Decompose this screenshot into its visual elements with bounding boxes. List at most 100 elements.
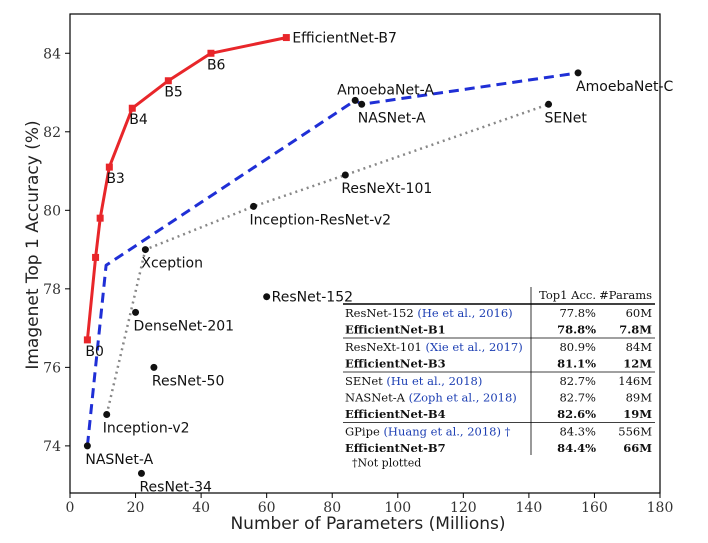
point-label: B4	[129, 112, 148, 128]
table-acc: 80.9%	[559, 340, 596, 354]
x-tick-label: 160	[581, 500, 608, 516]
table-model-name: ResNet-152	[345, 306, 417, 320]
table-row-name: EfficientNet-B1	[345, 323, 446, 337]
point-label: Inception-v2	[103, 420, 190, 436]
series-1-point	[83, 442, 91, 450]
x-tick-label: 60	[258, 500, 276, 516]
table-params: 556M	[618, 425, 652, 439]
table-acc: 78.8%	[557, 323, 596, 337]
x-axis-label: Number of Parameters (Millions)	[230, 514, 505, 534]
point-label: SENet	[545, 110, 588, 126]
table-acc: 77.8%	[559, 306, 596, 320]
y-tick-label: 80	[43, 203, 61, 219]
point-label: ResNet-50	[152, 373, 224, 389]
series-1-point	[358, 100, 366, 108]
point-label: B0	[85, 344, 104, 360]
series-2-point	[103, 410, 111, 418]
point-label: Xception	[141, 256, 203, 272]
x-tick-label: 100	[384, 500, 411, 516]
table-acc: 84.4%	[557, 441, 596, 455]
series-2-point	[141, 246, 149, 254]
table-row-name: GPipe (Huang et al., 2018) †	[345, 425, 511, 439]
scatter-point	[132, 308, 140, 316]
table-params: 7.8M	[619, 323, 652, 337]
scatter-point	[137, 469, 145, 477]
point-label: ResNet-152	[272, 290, 353, 306]
table-params: 19M	[623, 407, 652, 421]
point-label: AmoebaNet-C	[576, 79, 673, 95]
series-0-point	[128, 104, 136, 112]
point-label: B5	[164, 85, 183, 101]
table-header-acc: Top1 Acc.	[539, 288, 596, 302]
x-tick-label: 20	[127, 500, 145, 516]
y-tick-label: 84	[43, 46, 61, 62]
table-params: 60M	[626, 306, 653, 320]
x-tick-label: 40	[192, 500, 210, 516]
scatter-point	[263, 293, 271, 301]
table-row-name: EfficientNet-B3	[345, 357, 446, 371]
series-2-point	[341, 171, 349, 179]
table-acc: 82.6%	[557, 407, 596, 421]
series-0-point	[105, 163, 113, 171]
table-row-name: NASNet-A (Zoph et al., 2018)	[345, 391, 517, 405]
series-0-point	[164, 77, 172, 85]
table-row-name: ResNet-152 (He et al., 2016)	[345, 306, 513, 320]
table-model-name: SENet	[345, 374, 386, 388]
table-model-name: EfficientNet-B3	[345, 357, 446, 371]
point-label: NASNet-A	[85, 452, 153, 468]
table-params: 146M	[618, 374, 652, 388]
table-citation: (He et al., 2016)	[417, 306, 512, 320]
table-citation: (Hu et al., 2018)	[386, 374, 482, 388]
table-row-name: EfficientNet-B7	[345, 441, 446, 455]
point-label: AmoebaNet-A	[337, 82, 434, 98]
comparison-table: Top1 Acc. #Params ResNet-152 (He et al., 2…	[343, 287, 655, 470]
table-row-name: ResNeXt-101 (Xie et al., 2017)	[345, 340, 523, 354]
point-label: Inception-ResNet-v2	[250, 212, 392, 228]
x-tick-label: 180	[647, 500, 674, 516]
series-1-point	[351, 96, 359, 104]
x-tick-label: 80	[323, 500, 341, 516]
series-0-point	[207, 49, 215, 57]
x-tick-label: 140	[516, 500, 543, 516]
table-citation: (Huang et al., 2018) †	[383, 425, 510, 439]
point-label: NASNet-A	[358, 110, 426, 126]
table-params: 12M	[623, 357, 652, 371]
y-tick-label: 82	[43, 125, 61, 141]
x-tick-label: 0	[66, 500, 75, 516]
y-axis-label: Imagenet Top 1 Accuracy (%)	[23, 120, 43, 369]
series-points	[83, 34, 582, 477]
table-acc: 82.7%	[559, 391, 596, 405]
table-acc: 81.1%	[557, 357, 596, 371]
point-label: B6	[207, 57, 226, 73]
series-0-point	[96, 214, 104, 222]
table-citation: (Xie et al., 2017)	[426, 340, 523, 354]
point-label: EfficientNet-B7	[292, 31, 397, 47]
table-params: 66M	[623, 441, 652, 455]
table-row-name: EfficientNet-B4	[345, 407, 446, 421]
table-header-params: #Params	[599, 288, 652, 302]
table-acc: 82.7%	[559, 374, 596, 388]
scatter-point	[150, 363, 158, 371]
point-label: B3	[106, 171, 125, 187]
series-2-point	[250, 202, 258, 210]
table-params: 89M	[626, 391, 653, 405]
table-model-name: EfficientNet-B7	[345, 441, 446, 455]
series-1-point	[574, 69, 582, 77]
series-0-point	[92, 253, 100, 261]
point-label: ResNeXt-101	[341, 181, 432, 197]
axis-ticks: 0 20 40 60 80 100 120 140 160 180 74 76 78 80 82 84	[43, 46, 673, 516]
point-label: ResNet-34	[139, 479, 212, 495]
plot-frame	[69, 13, 661, 494]
series-0-point	[83, 336, 91, 344]
y-tick-label: 74	[43, 439, 61, 455]
plot-border	[69, 13, 661, 494]
table-model-name: EfficientNet-B4	[345, 407, 446, 421]
table-footnote: †Not plotted	[352, 457, 421, 470]
series-0-point	[282, 34, 290, 42]
x-tick-label: 120	[450, 500, 477, 516]
table-row-name: SENet (Hu et al., 2018)	[345, 374, 482, 388]
y-tick-label: 78	[43, 282, 61, 298]
point-labels: B0 B3 B4 B5 B6 EfficientNet-B7 NASNet-A AmoebaN…	[85, 31, 673, 496]
table-acc: 84.3%	[559, 425, 596, 439]
